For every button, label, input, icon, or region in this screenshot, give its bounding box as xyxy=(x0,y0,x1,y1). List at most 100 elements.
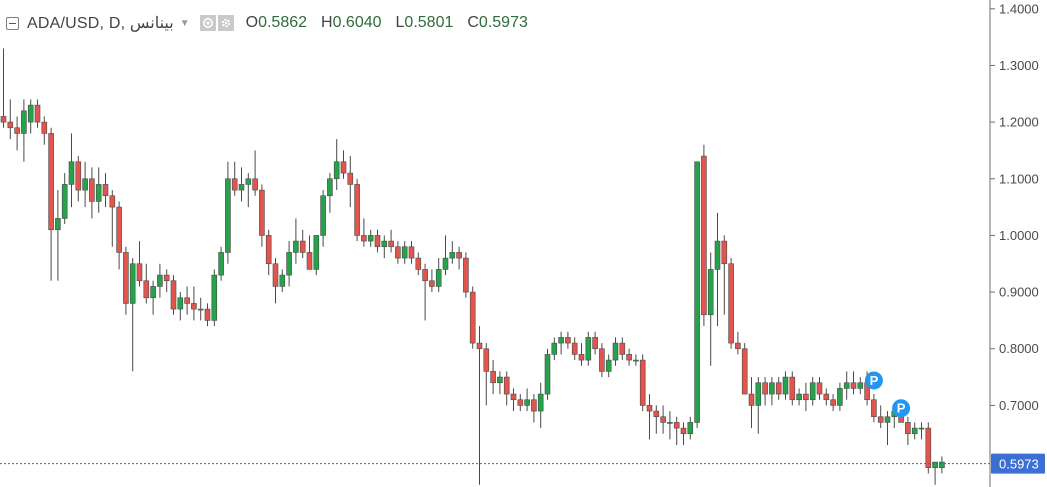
candle xyxy=(109,190,116,247)
candle-body-down xyxy=(204,308,211,321)
eye-icon[interactable] xyxy=(199,15,216,31)
candle-body-down xyxy=(850,382,857,389)
gear-icon[interactable] xyxy=(217,15,234,31)
open-value: 0.5862 xyxy=(258,14,308,31)
candle xyxy=(95,167,102,213)
candle xyxy=(714,212,721,327)
candle xyxy=(306,235,313,270)
candle-body-down xyxy=(116,206,122,253)
candle xyxy=(653,405,660,434)
candle xyxy=(605,354,612,378)
candle xyxy=(408,241,415,264)
candle xyxy=(544,348,551,400)
candle-body-down xyxy=(653,410,660,418)
candle xyxy=(89,167,95,219)
candle xyxy=(259,184,265,247)
candle-body-up xyxy=(633,359,639,362)
candle xyxy=(687,416,694,440)
candle xyxy=(320,190,326,247)
candle-body-up xyxy=(911,427,918,435)
candle xyxy=(884,411,891,446)
candle-body-down xyxy=(109,195,116,208)
candle xyxy=(388,229,394,253)
last-price-badge xyxy=(991,453,1045,474)
candle-body-down xyxy=(408,246,415,259)
candle-body-up xyxy=(558,337,564,344)
candle-body-down xyxy=(871,399,877,418)
candle-body-down xyxy=(762,382,768,395)
marker-circle[interactable] xyxy=(892,399,911,418)
candle xyxy=(231,161,238,196)
candle xyxy=(673,416,680,446)
candle-body-down xyxy=(592,337,598,350)
candle xyxy=(578,343,585,366)
tick-label: 1.1000 xyxy=(999,171,1039,186)
candle xyxy=(55,190,61,281)
candle xyxy=(347,156,354,208)
candle-body-down xyxy=(503,376,510,395)
candle-body-up xyxy=(857,382,864,389)
candle-body-up xyxy=(782,376,789,395)
marker-badge[interactable]: P xyxy=(892,399,911,418)
candle xyxy=(170,275,177,315)
candle xyxy=(197,297,204,321)
candle xyxy=(381,235,388,259)
marker-circle[interactable] xyxy=(864,371,883,390)
candle-body-down xyxy=(340,161,347,174)
candle-body-down xyxy=(735,342,741,350)
candle-body-down xyxy=(816,382,823,395)
candle xyxy=(449,241,456,264)
candle xyxy=(238,167,245,202)
candle-body-up xyxy=(918,427,925,430)
candle-body-up xyxy=(293,240,299,253)
chevron-down-icon[interactable]: ▼ xyxy=(179,17,190,29)
marker-badge[interactable]: P xyxy=(864,371,883,390)
candle-body-down xyxy=(123,252,129,304)
collapse-icon[interactable] xyxy=(6,16,19,30)
candle xyxy=(354,178,360,242)
candle xyxy=(809,377,816,406)
axis-background[interactable] xyxy=(990,0,1047,487)
legend: ADA/USD, D, بينانس ▼ O0.5862 H0.6040 L0.… xyxy=(6,12,528,34)
plot-background[interactable] xyxy=(0,0,990,487)
candle xyxy=(327,173,333,213)
candle-body-down xyxy=(415,257,422,270)
candle xyxy=(877,405,884,429)
candle-body-up xyxy=(687,422,694,435)
candle-body-up xyxy=(707,269,714,316)
candle xyxy=(204,303,211,327)
candle xyxy=(531,394,537,423)
price-axis[interactable]: 1.4000 1.3000 1.2000 1.1000 1.0000 0.9000 0.80… xyxy=(989,0,1047,487)
candle-body-up xyxy=(884,416,891,423)
candle-body-up xyxy=(755,382,762,406)
candle xyxy=(843,371,850,400)
candle xyxy=(75,156,82,202)
high-value: 0.6040 xyxy=(332,14,382,31)
marker-label: P xyxy=(897,401,906,416)
candle-body-up xyxy=(667,422,673,424)
candle xyxy=(537,382,544,429)
candle-body-down xyxy=(0,116,7,123)
candle xyxy=(401,241,408,264)
candle-body-up xyxy=(605,359,612,372)
close-label: C xyxy=(467,14,479,31)
candle xyxy=(27,99,34,134)
candle-body-down xyxy=(741,348,748,395)
candle-body-down xyxy=(463,257,469,293)
symbol-label: ADA/USD, D, بينانس xyxy=(27,15,174,32)
candle-body-up xyxy=(796,393,802,401)
candle-body-down xyxy=(748,393,755,406)
candle-body-down xyxy=(646,405,653,412)
candle-body-up xyxy=(449,252,456,259)
candle xyxy=(313,235,320,276)
price-pane[interactable] xyxy=(0,0,990,487)
candle-body-up xyxy=(177,297,184,310)
candle xyxy=(143,263,150,304)
candle-body-down xyxy=(728,263,734,344)
candle-body-down xyxy=(184,297,190,304)
candle-body-up xyxy=(585,337,592,361)
candle-body-down xyxy=(306,252,313,270)
candle-body-up xyxy=(279,274,286,287)
candle xyxy=(850,371,857,395)
